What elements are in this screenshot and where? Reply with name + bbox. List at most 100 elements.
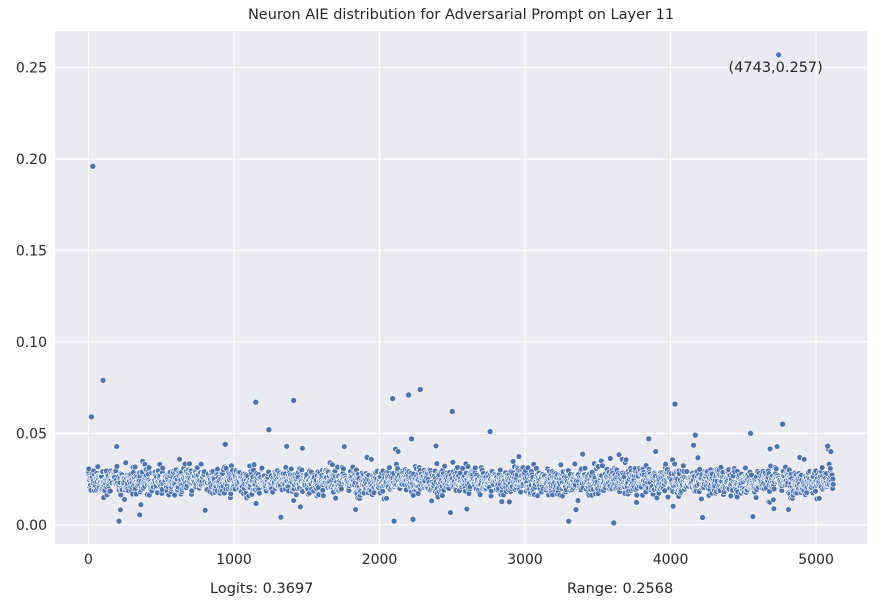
data-point: [579, 450, 586, 458]
data-point: [515, 453, 523, 460]
data-point: [607, 455, 614, 462]
data-point: [159, 464, 166, 472]
data-point: [433, 460, 441, 467]
outlier-points: [88, 51, 832, 527]
data-point: [299, 445, 306, 452]
data-point: [830, 481, 837, 488]
outlier-point: [408, 435, 415, 443]
data-point: [297, 503, 304, 511]
data-point: [477, 491, 484, 498]
data-point: [696, 466, 703, 473]
data-point: [752, 494, 760, 501]
data-point: [188, 487, 195, 494]
chart-title: Neuron AIE distribution for Adversarial …: [247, 7, 675, 23]
range-label: Range: 0.2568: [567, 581, 674, 597]
outlier-point: [775, 51, 782, 59]
data-point: [664, 493, 672, 501]
data-point: [293, 491, 300, 498]
data-point: [680, 462, 687, 469]
data-point: [827, 448, 835, 455]
data-point: [250, 461, 258, 468]
outlier-point: [405, 391, 412, 399]
outlier-point: [115, 517, 123, 525]
y-tick-label: 0.15: [16, 243, 47, 259]
data-point: [463, 505, 471, 513]
x-tick-label: 1000: [216, 552, 252, 568]
data-point: [432, 442, 440, 450]
outlier-point: [565, 517, 572, 525]
data-point: [633, 491, 640, 499]
y-tick-label: 0.05: [16, 426, 47, 442]
data-point: [671, 460, 678, 468]
data-point: [827, 465, 834, 472]
data-point: [785, 506, 792, 513]
data-point: [694, 454, 702, 461]
outlier-point: [691, 431, 699, 439]
data-point: [201, 507, 209, 514]
outlier-point: [486, 428, 494, 435]
data-point: [574, 497, 582, 504]
data-point: [338, 485, 345, 493]
y-tick-label: 0.25: [16, 61, 47, 77]
data-point: [256, 489, 263, 497]
data-point: [383, 495, 390, 502]
data-point: [812, 488, 819, 495]
data-point: [816, 495, 823, 502]
y-tick-label: 0.10: [16, 335, 47, 351]
x-tick-labels: 0 1000 2000 3000 4000 5000: [84, 552, 834, 568]
data-point: [447, 509, 454, 516]
data-point: [615, 451, 623, 458]
x-tick-label: 0: [84, 552, 93, 568]
data-point: [352, 506, 359, 513]
data-point: [449, 458, 457, 466]
data-point: [332, 494, 339, 502]
logits-label: Logits: 0.3697: [210, 581, 314, 597]
data-point: [517, 488, 524, 496]
data-point: [652, 448, 659, 455]
data-point: [136, 511, 143, 519]
outlier-point: [252, 398, 260, 406]
outlier-point: [99, 377, 107, 384]
y-tick-labels: 0.00 0.05 0.10 0.15 0.20 0.25: [16, 61, 47, 534]
data-point: [622, 456, 630, 463]
data-point: [320, 492, 327, 499]
outlier-point: [824, 442, 832, 450]
data-point: [818, 464, 826, 471]
max-point-annotation: (4743,0.257): [728, 60, 822, 76]
grid-lines: [55, 31, 867, 544]
data-point: [506, 498, 513, 506]
data-point: [386, 464, 393, 471]
data-point: [441, 462, 448, 470]
data-point: [283, 443, 290, 450]
outlier-point: [221, 441, 229, 448]
data-point: [319, 487, 326, 494]
data-point: [770, 496, 777, 503]
data-point: [137, 501, 145, 508]
outlier-point: [610, 519, 618, 527]
data-point: [94, 463, 101, 470]
outlier-point: [645, 435, 653, 443]
data-point: [368, 456, 375, 463]
y-tick-label: 0.20: [16, 152, 47, 168]
data-point: [258, 464, 266, 472]
data-point: [186, 460, 193, 467]
data-point: [121, 496, 128, 503]
data-point: [329, 461, 336, 468]
data-point: [770, 485, 778, 493]
data-point: [766, 445, 774, 453]
outlier-point: [699, 514, 706, 521]
data-point: [749, 513, 757, 520]
outlier-point: [409, 516, 417, 523]
data-point: [557, 461, 565, 469]
data-point: [829, 475, 837, 483]
data-point: [683, 468, 691, 475]
outlier-point: [290, 397, 297, 404]
data-point: [599, 462, 606, 469]
data-point: [340, 465, 347, 472]
data-point: [298, 466, 306, 474]
plot-area: [55, 31, 867, 544]
outlier-point: [448, 408, 456, 415]
data-point: [690, 442, 697, 449]
x-tick-label: 4000: [653, 552, 689, 568]
